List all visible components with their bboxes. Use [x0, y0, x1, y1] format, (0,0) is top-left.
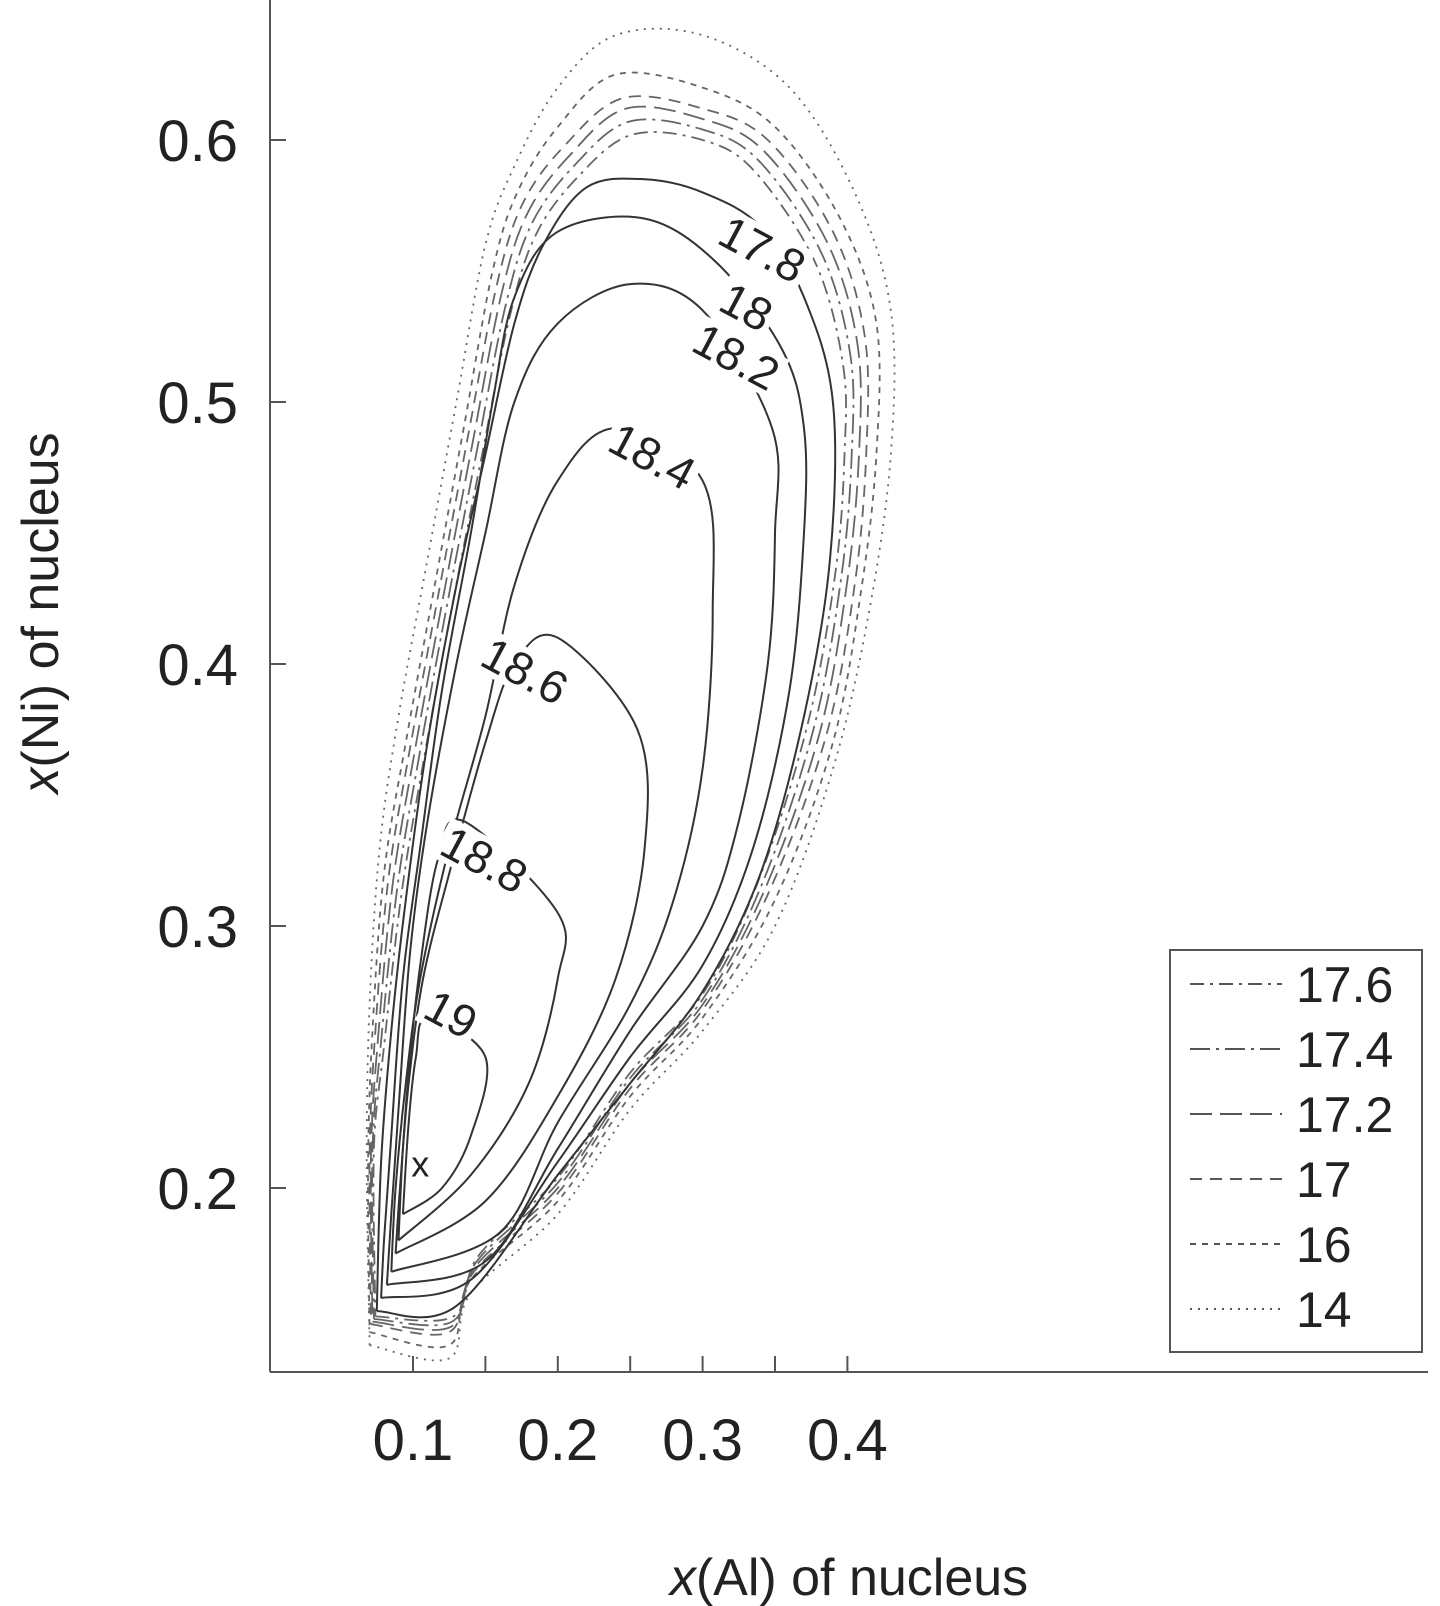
x-tick-label: 0.1	[373, 1408, 454, 1473]
y-tick-label: 0.3	[157, 895, 238, 960]
y-tick-label: 0.5	[157, 371, 238, 436]
maximum-marker: x	[411, 1144, 429, 1185]
contour-label-background	[598, 413, 706, 499]
x-tick-label: 0.2	[517, 1408, 598, 1473]
legend-label-17-6: 17.6	[1296, 957, 1393, 1013]
contour-label-background	[708, 206, 816, 292]
legend-label-17-2: 17.2	[1296, 1087, 1393, 1143]
contour-label-background	[471, 628, 579, 714]
x-axis-ticks: 0.1 0.2 0.3 0.4	[373, 1356, 888, 1473]
contour-label-background	[430, 817, 538, 903]
contour-line-18-2	[385, 282, 780, 1286]
y-axis-ticks: 0.2 0.3 0.4 0.5 0.6	[157, 109, 286, 1222]
y-tick-label: 0.2	[157, 1157, 238, 1222]
legend-label-17: 17	[1296, 1152, 1352, 1208]
legend-entries: 17.6 17.4 17.2 17 16 14	[1190, 957, 1393, 1338]
contour-line-17-8	[375, 177, 837, 1319]
maximum-marker-x: x	[411, 1144, 429, 1185]
contour-line-16	[367, 71, 881, 1349]
y-tick-label: 0.6	[157, 109, 238, 174]
contour-label-19: 19	[416, 979, 486, 1049]
contour-lines	[365, 27, 896, 1362]
y-tick-label: 0.4	[157, 633, 238, 698]
contour-line-19	[401, 1016, 489, 1216]
legend-label-16: 16	[1296, 1217, 1352, 1273]
legend-label-14: 14	[1296, 1282, 1352, 1338]
contour-label-background	[709, 273, 783, 341]
contour-line-17-6	[372, 131, 847, 1322]
contour-label-background	[414, 980, 488, 1048]
legend: 17.6 17.4 17.2 17 16 14	[1169, 949, 1423, 1353]
contour-label-background	[682, 314, 790, 400]
x-axis-title: x(Al) of nucleus	[667, 1549, 1028, 1606]
y-axis: 0.2 0.3 0.4 0.5 0.6 x(Ni) of nucleus	[12, 0, 286, 1372]
legend-box	[1169, 949, 1423, 1353]
contour-line-17	[368, 95, 870, 1336]
x-tick-label: 0.3	[662, 1408, 743, 1473]
contour-line-18-6	[394, 633, 649, 1255]
x-axis: 0.1 0.2 0.3 0.4 x(Al) of nucleus	[270, 1356, 1428, 1606]
legend-label-17-4: 17.4	[1296, 1022, 1393, 1078]
x-tick-label: 0.4	[807, 1408, 888, 1473]
contour-line-18	[380, 215, 808, 1299]
contour-line-18-8	[397, 818, 567, 1242]
y-axis-title: x(Ni) of nucleus	[12, 432, 70, 796]
contour-line-17-4	[371, 118, 855, 1327]
